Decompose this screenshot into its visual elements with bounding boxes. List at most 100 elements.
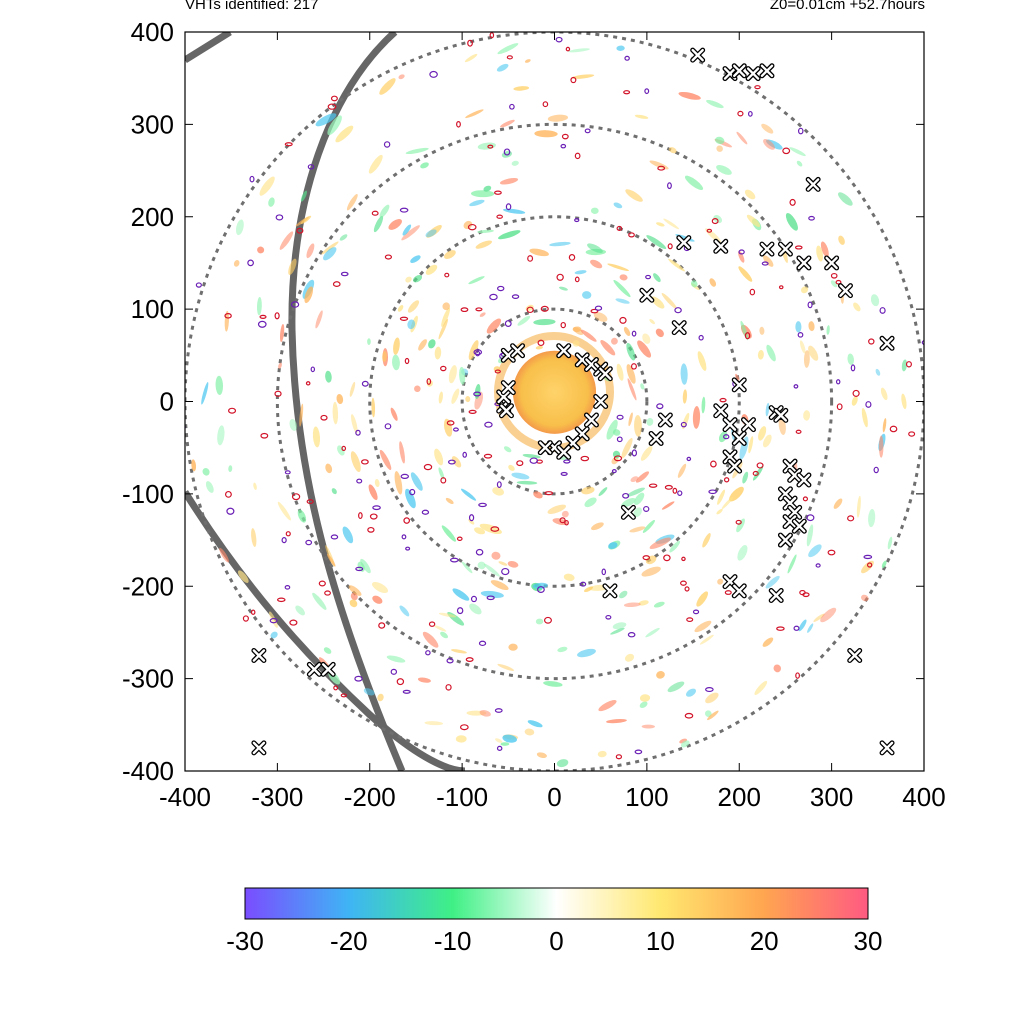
- vht-marker: [824, 255, 840, 271]
- contour: [613, 455, 623, 462]
- contour: [355, 429, 361, 436]
- contour: [793, 625, 800, 631]
- contour: [276, 597, 286, 603]
- anomaly-blob: [563, 573, 575, 582]
- anomaly-blob: [513, 86, 530, 91]
- vht-marker: [639, 287, 655, 303]
- contour: [496, 745, 503, 751]
- anomaly-blob: [705, 710, 712, 718]
- contour: [404, 357, 410, 365]
- anomaly-blob: [623, 326, 631, 336]
- contour: [494, 190, 502, 195]
- anomaly-blob: [597, 750, 607, 758]
- anomaly-blob: [645, 627, 660, 638]
- anomaly-blob: [397, 305, 404, 312]
- anomaly-blob: [425, 264, 438, 275]
- contour: [710, 460, 717, 468]
- colorbar-tick-label: 20: [750, 926, 779, 956]
- contour: [754, 85, 761, 90]
- anomaly-blob: [417, 677, 431, 683]
- contour: [648, 483, 658, 488]
- contour: [529, 457, 539, 464]
- anomaly-blob: [626, 487, 645, 497]
- anomaly-blob: [612, 622, 627, 630]
- anomaly-blob: [219, 547, 229, 563]
- vht-marker: [597, 366, 613, 382]
- contour: [705, 687, 714, 693]
- anomaly-blob: [304, 286, 314, 304]
- anomaly-blob: [251, 528, 257, 547]
- anomaly-blob: [558, 286, 568, 291]
- anomaly-blob: [460, 488, 477, 501]
- contour: [462, 451, 468, 458]
- anomaly-blob: [580, 329, 597, 342]
- anomaly-blob: [593, 312, 608, 322]
- contour: [706, 228, 713, 233]
- anomaly-blob: [367, 338, 371, 345]
- anomaly-blob: [785, 213, 798, 231]
- contour: [782, 147, 791, 155]
- contour: [563, 459, 571, 464]
- anomaly-blob: [634, 492, 645, 505]
- anomaly-blob: [270, 631, 278, 639]
- x-tick-label: -200: [344, 782, 396, 812]
- anomaly-blob: [803, 410, 811, 421]
- contour: [275, 214, 284, 221]
- contour: [247, 259, 254, 267]
- anomaly-blob: [806, 524, 814, 547]
- anomaly-blob: [715, 136, 725, 145]
- anomaly-blob: [759, 326, 765, 335]
- anomaly-blob: [405, 147, 429, 155]
- anomaly-blob: [716, 165, 732, 175]
- anomaly-blob: [536, 752, 547, 759]
- anomaly-blob: [740, 320, 749, 341]
- anomaly-blob: [547, 114, 568, 122]
- contour: [470, 595, 477, 603]
- contour: [616, 414, 624, 420]
- anomaly-blob: [374, 478, 380, 488]
- contour: [453, 427, 459, 432]
- contour: [361, 380, 369, 387]
- anomaly-blob: [868, 509, 876, 528]
- contour: [291, 493, 301, 501]
- anomaly-blob: [202, 467, 210, 476]
- contour: [330, 534, 339, 540]
- anomaly-blob: [598, 487, 608, 497]
- contour: [808, 215, 815, 221]
- vht-marker: [787, 467, 803, 483]
- vht-marker: [657, 412, 673, 428]
- anomaly-blob: [348, 585, 362, 596]
- anomaly-blob: [587, 243, 603, 253]
- anomaly-blob: [492, 487, 504, 496]
- contour: [627, 632, 636, 638]
- contour: [400, 473, 409, 480]
- anomaly-blob: [300, 190, 307, 202]
- contour: [475, 307, 483, 312]
- anomaly-blob: [653, 273, 661, 283]
- vht-marker: [745, 66, 761, 82]
- contour: [793, 384, 799, 389]
- anomaly-blob: [325, 370, 332, 383]
- anomaly-blob: [500, 742, 510, 746]
- contour: [537, 339, 545, 347]
- y-tick-labels: 400 300 200 100 0 -100 -200 -300 -400: [122, 17, 174, 786]
- anomaly-blob: [321, 241, 339, 255]
- vht-marker: [777, 532, 793, 548]
- vht-marker: [320, 661, 336, 677]
- anomaly-blob: [808, 321, 815, 332]
- anomaly-blob: [224, 310, 229, 332]
- contour: [799, 589, 806, 596]
- anomaly-blob: [529, 248, 549, 257]
- contour: [505, 203, 512, 211]
- anomaly-blob: [787, 554, 797, 574]
- vht-marker: [500, 380, 516, 396]
- anomaly-blob: [830, 280, 838, 288]
- anomaly-blob: [217, 425, 225, 446]
- contour: [744, 332, 751, 340]
- vht-marker: [556, 343, 572, 359]
- contour: [698, 334, 704, 341]
- contour: [355, 566, 364, 572]
- vht-marker: [648, 430, 664, 446]
- contour: [504, 320, 512, 327]
- contour: [778, 285, 784, 290]
